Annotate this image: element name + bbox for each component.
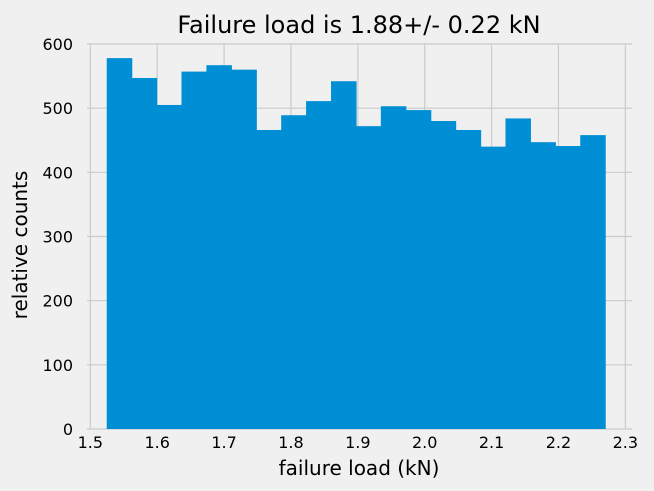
histogram-bar [505,118,531,429]
x-tick-label: 2.3 [613,433,638,452]
x-axis-label: failure load (kN) [279,456,440,480]
histogram-bar [405,110,432,429]
histogram-bar [131,78,158,429]
y-axis-label: relative counts [8,171,32,320]
histogram-bar [281,115,307,429]
histogram-bar [306,101,332,429]
y-tick-label: 300 [42,228,73,247]
y-tick-label: 0 [63,420,73,439]
x-tick-label: 2.0 [412,433,437,452]
y-tick-label: 500 [42,99,73,118]
histogram-bar [455,129,482,429]
y-tick-label: 200 [42,292,73,311]
histogram-bar [555,146,581,429]
x-tick-label: 1.9 [345,433,370,452]
y-tick-label: 600 [42,35,73,54]
y-tick-label: 100 [42,356,73,375]
histogram-bar [355,126,382,429]
x-tick-label: 1.6 [144,433,169,452]
histogram-bar [580,135,606,429]
histogram-bar [530,142,556,430]
bar-layer [106,58,606,430]
histogram-bar [380,106,407,429]
histogram-bar [181,71,208,429]
chart-title: Failure load is 1.88+/- 0.22 kN [177,11,540,39]
y-tick-label: 400 [42,163,73,182]
x-tick-label: 2.2 [546,433,571,452]
histogram-bar [256,129,282,429]
histogram-bar [331,81,357,429]
histogram-bar [231,69,257,430]
x-tick-labels: 1.5 1.6 1.7 1.8 1.9 2.0 2.1 2.2 2.3 [78,433,638,452]
y-tick-labels: 0 100 200 300 400 500 600 [42,35,73,439]
x-tick-label: 1.8 [278,433,303,452]
x-tick-label: 1.7 [211,433,236,452]
histogram-bar [106,58,133,429]
histogram-bar [480,146,507,429]
x-tick-label: 2.1 [479,433,504,452]
histogram-bar [206,65,232,430]
x-tick-label: 1.5 [78,433,103,452]
histogram-bar [156,104,183,429]
histogram-bar [430,121,457,429]
